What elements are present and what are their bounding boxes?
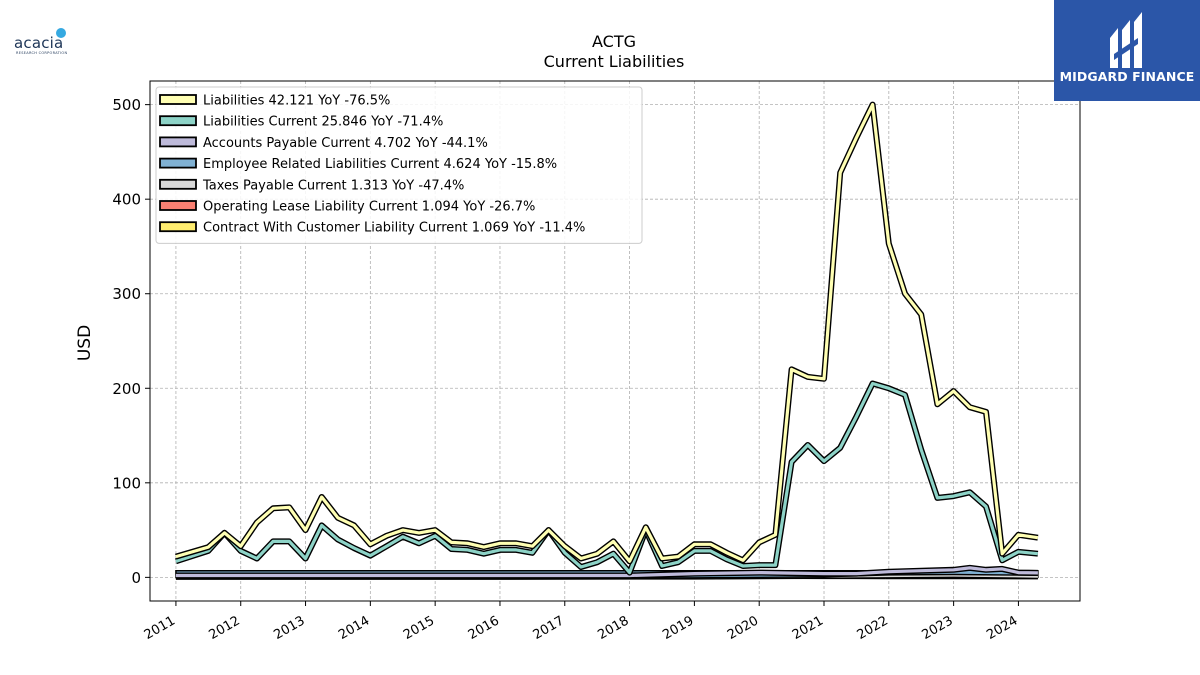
logo-left-subtext: RESEARCH CORPORATION: [16, 51, 68, 55]
x-tick-label: 2022: [855, 613, 891, 643]
legend: Liabilities 42.121 YoY -76.5% Liabilities…: [155, 86, 643, 244]
plot-frame: [149, 80, 1081, 602]
legend-box: [155, 86, 643, 244]
acacia-logo: acacia RESEARCH CORPORATION: [12, 26, 78, 60]
y-tick-label: 500: [112, 96, 141, 114]
series-line: [175, 381, 1039, 575]
legend-swatch: [159, 157, 197, 169]
legend-label: Accounts Payable Current 4.702 YoY -44.1…: [203, 136, 488, 151]
series-layer: [174, 101, 1039, 580]
midgard-finance-logo: MIDGARD FINANCE: [1054, 0, 1200, 101]
legend-label: Employee Related Liabilities Current 4.6…: [203, 157, 557, 172]
x-tick-label: 2023: [919, 613, 955, 643]
x-tick-label: 2018: [595, 613, 631, 643]
x-tick-label: 2020: [725, 613, 761, 643]
y-axis-label: USD: [75, 325, 95, 361]
logo-left-text: acacia: [14, 34, 64, 52]
x-tick-label: 2016: [466, 613, 502, 643]
chart-title: ACTG: [591, 32, 636, 51]
x-tick-label: 2013: [271, 613, 307, 643]
x-tick-label: 2012: [207, 613, 243, 643]
chart-subtitle: Current Liabilities: [543, 52, 685, 71]
legend-label: Liabilities Current 25.846 YoY -71.4%: [203, 115, 443, 130]
series-line: [175, 566, 1038, 578]
series-line: [175, 103, 1039, 563]
legend-swatch: [159, 94, 197, 105]
midgard-mark-icon: [1110, 12, 1142, 68]
y-tick-label: 0: [131, 569, 141, 587]
x-tick-label: 2014: [336, 613, 372, 643]
y-tick-label: 100: [112, 474, 141, 492]
legend-swatch: [159, 115, 197, 127]
legend-label: Contract With Customer Liability Current…: [203, 221, 585, 236]
legend-swatch: [159, 178, 197, 190]
logo-dot-icon: [56, 28, 66, 38]
legend-label: Operating Lease Liability Current 1.094 …: [203, 200, 535, 215]
y-tick-label: 300: [112, 285, 141, 303]
x-tick-label: 2021: [790, 613, 826, 643]
legend-swatch: [159, 221, 197, 233]
x-tick-label: 2024: [984, 613, 1020, 643]
x-tick-label: 2019: [660, 613, 696, 643]
legend-label: Liabilities 42.121 YoY -76.5%: [203, 94, 390, 109]
y-tick-label: 200: [112, 380, 141, 398]
logo-right-text: MIDGARD FINANCE: [1059, 69, 1195, 84]
x-tick-label: 2017: [531, 613, 567, 643]
x-tick-label: 2011: [142, 613, 178, 643]
legend-swatch: [159, 136, 197, 148]
legend-swatch: [159, 200, 197, 211]
y-tick-label: 400: [112, 191, 141, 209]
legend-label: Taxes Payable Current 1.313 YoY -47.4%: [202, 178, 464, 193]
x-tick-label: 2015: [401, 613, 437, 643]
